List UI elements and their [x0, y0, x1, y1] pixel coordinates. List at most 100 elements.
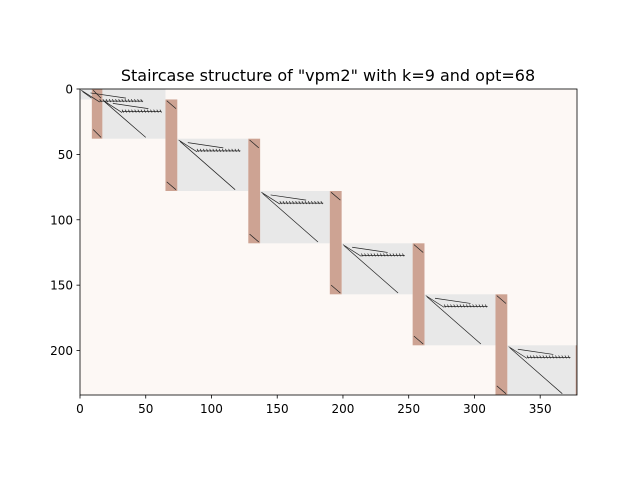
nonzero-hatch — [558, 355, 561, 359]
linking-column-2 — [165, 99, 178, 191]
nonzero-hatch — [231, 148, 234, 152]
nonzero-hatch — [453, 304, 456, 308]
nonzero-hatch — [370, 253, 373, 257]
linking-mark-top-4 — [330, 192, 341, 201]
linking-column-4 — [329, 191, 342, 295]
nonzero-hatch — [153, 109, 156, 113]
nonzero-hatch — [311, 201, 314, 205]
nonzero-stroke-7 — [508, 346, 528, 359]
plot-area — [79, 88, 578, 396]
nonzero-stroke-1 — [81, 90, 100, 103]
nonzero-hatch — [472, 304, 475, 308]
y-tick-label: 100 — [50, 213, 73, 227]
x-tick-label: 350 — [529, 402, 552, 416]
nonzero-stroke-3 — [178, 139, 198, 153]
nonzero-hatch — [379, 253, 383, 257]
nonzero-hatch — [367, 253, 370, 257]
nonzero-hatch — [150, 109, 153, 113]
linking-mark-bottom-2 — [166, 181, 177, 190]
nonzero-hatch — [450, 304, 453, 308]
nonzero-hatch — [118, 99, 121, 103]
nonzero-hatch — [209, 148, 212, 152]
nonzero-diagonal-6 — [426, 296, 482, 345]
block-2 — [102, 99, 166, 139]
block-6 — [424, 294, 496, 346]
nonzero-top-line-2 — [112, 103, 149, 109]
nonzero-hatch — [533, 355, 536, 359]
nonzero-hatch — [105, 99, 108, 103]
nonzero-hatch — [364, 253, 367, 257]
nonzero-hatch — [237, 148, 240, 152]
nonzero-hatch — [137, 109, 140, 113]
nonzero-hatch — [128, 109, 131, 113]
x-tick-label: 250 — [397, 402, 420, 416]
nonzero-stroke-5 — [342, 244, 362, 257]
block-3 — [177, 138, 249, 191]
nonzero-hatch — [140, 99, 143, 103]
y-axis: 0 50 100 150 200 — [50, 83, 80, 358]
linking-column-7 — [575, 345, 577, 395]
nonzero-hatch — [304, 201, 307, 205]
nonzero-hatch — [320, 201, 323, 205]
linking-column-5 — [412, 243, 425, 346]
nonzero-hatch — [561, 355, 564, 359]
nonzero-hatch — [376, 253, 380, 257]
nonzero-top-line-3 — [187, 142, 224, 149]
nonzero-hatch — [147, 109, 150, 113]
nonzero-hatch — [469, 304, 472, 308]
nonzero-hatch — [529, 355, 533, 359]
nonzero-hatch — [99, 99, 102, 103]
nonzero-hatch — [112, 99, 115, 103]
nonzero-hatch — [389, 253, 392, 257]
nonzero-diagonal-5 — [344, 245, 399, 294]
chart-title: Staircase structure of "vpm2" with k=9 a… — [121, 66, 535, 85]
nonzero-diagonal-2 — [104, 101, 146, 138]
y-tick-label: 50 — [58, 148, 73, 162]
nonzero-hatch — [234, 148, 237, 152]
nonzero-hatch — [373, 253, 376, 257]
linking-mark-top-2 — [166, 100, 177, 109]
block-4 — [260, 191, 330, 244]
nonzero-hatch — [478, 304, 481, 308]
nonzero-hatch — [295, 201, 298, 205]
nonzero-hatch — [102, 99, 105, 103]
nonzero-hatch — [459, 304, 462, 308]
x-axis: 0 50 100 150 200 250 300 350 — [76, 395, 552, 416]
nonzero-top-line-4 — [270, 194, 307, 201]
nonzero-hatch — [392, 253, 395, 257]
nonzero-hatch — [199, 148, 203, 152]
nonzero-hatch — [203, 148, 206, 152]
x-tick-label: 300 — [463, 402, 486, 416]
nonzero-hatch — [465, 304, 469, 308]
nonzero-hatch — [124, 99, 127, 103]
linking-mark-top-5 — [413, 244, 424, 253]
nonzero-stroke-6 — [425, 295, 445, 308]
nonzero-hatch — [131, 109, 134, 113]
nonzero-hatch — [127, 99, 131, 103]
nonzero-hatch — [551, 355, 555, 359]
x-tick-label: 0 — [76, 402, 84, 416]
plot-frame — [79, 88, 578, 396]
nonzero-hatch — [108, 99, 112, 103]
nonzero-hatch — [398, 253, 402, 257]
nonzero-diagonal-3 — [179, 141, 236, 190]
nonzero-hatch — [443, 304, 447, 308]
nonzero-hatch — [221, 148, 225, 152]
nonzero-diagonal-1 — [82, 91, 92, 99]
nonzero-hatch — [124, 109, 128, 113]
nonzero-stroke-4 — [261, 192, 281, 205]
y-tick-label: 150 — [50, 279, 73, 293]
nonzero-hatch — [206, 148, 209, 152]
nonzero-top-line-6 — [434, 297, 471, 304]
nonzero-hatch — [542, 355, 545, 359]
nonzero-hatch — [317, 201, 320, 205]
nonzero-hatch — [526, 355, 529, 359]
x-tick-label: 100 — [200, 402, 223, 416]
nonzero-hatch — [282, 201, 285, 205]
nonzero-hatch — [481, 304, 484, 308]
nonzero-hatch — [137, 99, 140, 103]
nonzero-diagonal-7 — [509, 347, 563, 394]
nonzero-hatch — [564, 355, 567, 359]
nonzero-hatch — [134, 109, 137, 113]
